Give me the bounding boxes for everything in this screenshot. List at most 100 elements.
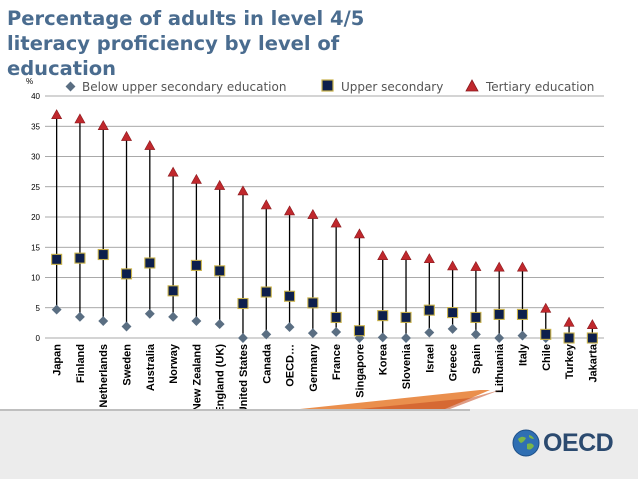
legend-label-upper-secondary: Upper secondary — [341, 80, 443, 94]
x-tick-label: Jakarta — [587, 343, 599, 382]
marker-tertiary — [447, 260, 459, 271]
x-tick-label: United States — [238, 344, 250, 410]
marker-below-upper-secondary — [214, 319, 225, 330]
y-tick-label: 5 — [36, 304, 41, 313]
y-axis-ticks: 0 5 10 15 20 25 30 35 40 — [31, 92, 40, 343]
marker-tertiary — [516, 261, 528, 272]
marker-upper-secondary — [260, 286, 272, 298]
y-tick-label: 0 — [36, 334, 41, 343]
marker-tertiary — [51, 109, 63, 120]
marker-upper-secondary — [97, 248, 109, 261]
marker-tertiary — [330, 217, 342, 228]
x-tick-label: Norway — [168, 343, 180, 384]
x-tick-label: Singapore — [354, 344, 366, 398]
marker-below-upper-secondary — [447, 323, 458, 334]
marker-upper-secondary — [493, 308, 505, 320]
legend-item-upper-secondary: Upper secondary — [321, 79, 443, 94]
marker-upper-secondary — [447, 307, 459, 319]
marker-tertiary — [586, 319, 598, 329]
marker-below-upper-secondary — [51, 304, 62, 315]
gridlines — [45, 95, 604, 339]
footer-decoration — [0, 390, 500, 411]
marker-upper-secondary — [307, 297, 319, 309]
marker-below-upper-secondary — [377, 332, 388, 343]
x-tick-label: Australia — [145, 343, 157, 391]
marker-below-upper-secondary — [517, 330, 528, 341]
marker-below-upper-secondary — [261, 329, 272, 340]
marker-upper-secondary — [586, 332, 598, 344]
marker-upper-secondary — [470, 311, 482, 323]
legend-label-below-upper-secondary: Below upper secondary education — [82, 80, 286, 94]
x-tick-label: OECD… — [285, 344, 297, 387]
marker-upper-secondary — [237, 297, 249, 310]
marker-below-upper-secondary — [307, 328, 318, 339]
page-title: Percentage of adults in level 4/5 litera… — [7, 7, 365, 80]
marker-upper-secondary — [51, 253, 63, 265]
marker-tertiary — [190, 173, 202, 184]
marker-below-upper-secondary — [168, 311, 179, 322]
y-tick-label: 15 — [31, 243, 40, 252]
legend: Below upper secondary education Upper se… — [65, 79, 594, 94]
marker-below-upper-secondary — [238, 333, 248, 343]
y-axis-unit-label: % — [26, 77, 33, 86]
y-tick-label: 40 — [31, 92, 40, 101]
x-tick-label: Chile — [541, 344, 553, 371]
x-tick-label: France — [331, 344, 343, 380]
marker-below-upper-secondary — [331, 327, 342, 337]
range-lines — [55, 114, 594, 338]
marker-upper-secondary — [400, 311, 412, 323]
marker-tertiary — [470, 260, 482, 271]
legend-item-tertiary: Tertiary education — [465, 79, 594, 94]
globe-icon — [512, 429, 540, 457]
marker-upper-secondary — [190, 259, 202, 271]
x-tick-label: Israel — [424, 344, 436, 373]
x-tick-label: Turkey — [564, 343, 576, 379]
x-tick-label: Greece — [448, 344, 460, 381]
marker-below-upper-secondary — [74, 311, 85, 322]
marker-tertiary — [493, 261, 505, 272]
literacy-chart: % 0 5 10 15 20 25 30 35 40 Japan Finland Netherlan… — [26, 77, 604, 410]
marker-upper-secondary — [377, 310, 389, 322]
marker-tertiary — [214, 179, 226, 190]
marker-tertiary — [540, 302, 552, 313]
marker-below-upper-secondary — [470, 329, 481, 340]
marker-tertiary — [400, 250, 412, 261]
x-tick-label: Netherlands — [98, 344, 110, 408]
marker-upper-secondary — [214, 265, 226, 277]
marker-tertiary — [121, 130, 133, 141]
marker-below-upper-secondary — [144, 308, 155, 319]
marker-tertiary — [167, 166, 179, 177]
marker-upper-secondary — [284, 290, 296, 302]
marker-below-upper-secondary — [284, 322, 295, 333]
marker-below-upper-secondary — [494, 333, 505, 343]
marker-upper-secondary — [144, 257, 156, 269]
marker-tertiary — [97, 120, 109, 130]
marker-tertiary — [260, 199, 272, 210]
x-tick-label: Finland — [75, 344, 87, 383]
x-tick-label: Germany — [308, 343, 320, 392]
marker-below-upper-secondary — [401, 333, 411, 343]
oecd-logo-text: OECD — [543, 428, 614, 457]
x-tick-label: Japan — [52, 344, 64, 376]
marker-below-upper-secondary — [98, 316, 109, 327]
x-tick-label: Canada — [261, 343, 273, 384]
marker-upper-secondary — [516, 308, 529, 320]
marker-tertiary — [74, 113, 86, 124]
x-tick-label: Slovenia — [401, 343, 413, 389]
marker-upper-secondary — [74, 252, 86, 264]
marker-upper-secondary — [167, 285, 179, 297]
marker-tertiary — [377, 250, 389, 261]
x-tick-label: England (UK) — [215, 344, 227, 410]
x-tick-label: New Zealand — [191, 344, 203, 410]
marker-upper-secondary — [563, 332, 575, 344]
marker-tertiary — [237, 185, 249, 196]
y-tick-label: 30 — [31, 153, 40, 162]
legend-label-tertiary: Tertiary education — [485, 80, 594, 94]
marker-tertiary — [563, 316, 575, 327]
x-tick-label: Spain — [471, 344, 483, 374]
legend-square-marker — [321, 79, 334, 92]
legend-item-below-upper-secondary: Below upper secondary education — [65, 80, 286, 94]
marker-tertiary — [353, 228, 365, 239]
legend-triangle-marker — [465, 79, 479, 92]
x-tick-label: Lithuania — [494, 343, 506, 393]
